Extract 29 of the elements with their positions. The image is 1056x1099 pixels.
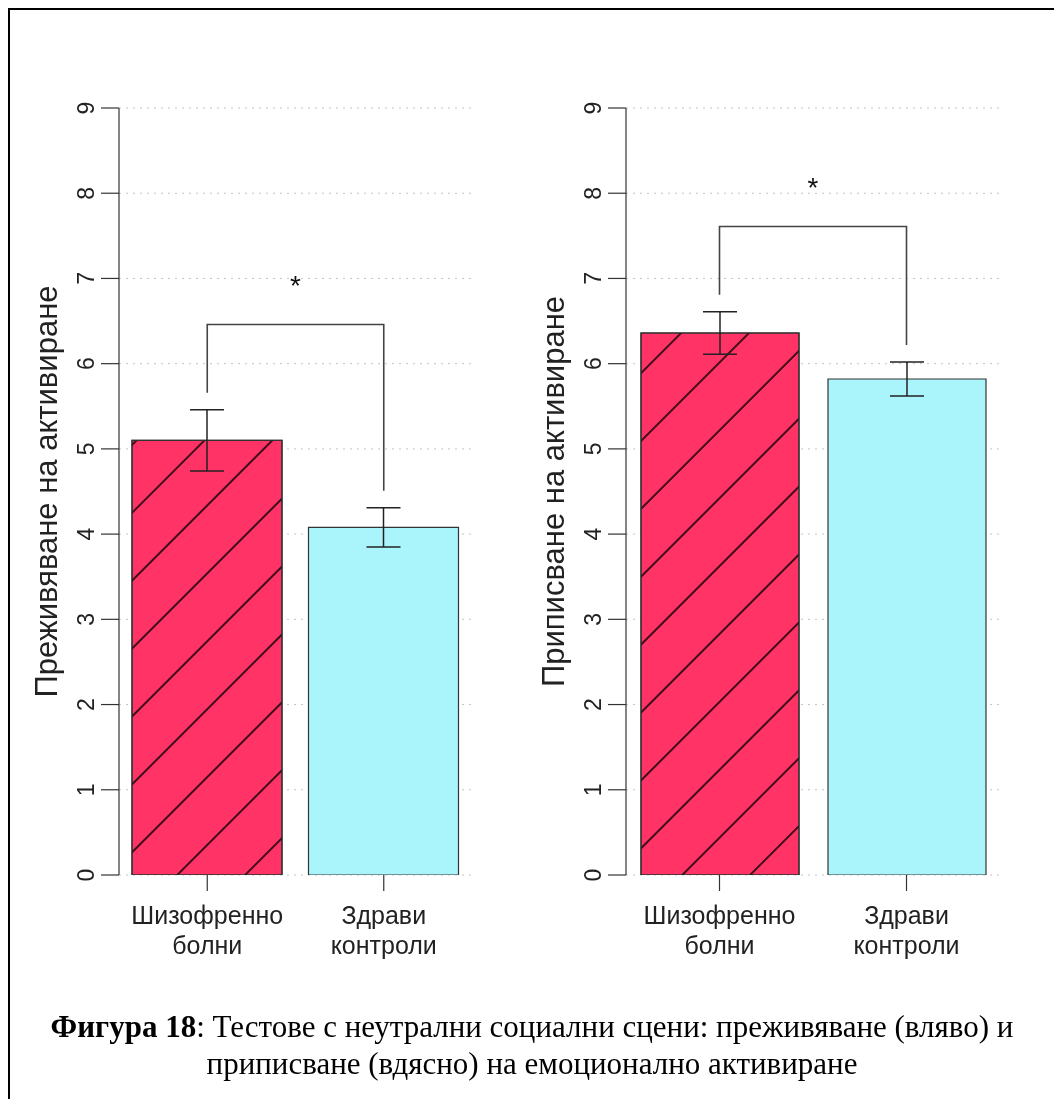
y-tick-label: 0 — [73, 868, 99, 882]
y-tick-label: 8 — [580, 186, 606, 200]
y-tick-label: 7 — [580, 272, 606, 285]
x-tick-label: Здрави контроли — [853, 901, 960, 959]
y-tick-label: 7 — [73, 272, 99, 285]
x-tick-label: Шизофренно болни — [643, 901, 796, 959]
y-axis-title: Преживяване на активиране — [28, 285, 64, 698]
y-tick-label: 5 — [73, 442, 99, 456]
x-tick-label: Здрави контроли — [330, 901, 437, 959]
y-tick-label: 4 — [73, 527, 99, 541]
annotation: * — [290, 270, 302, 302]
y-tick-label: 4 — [580, 527, 606, 541]
y-tick-label: 3 — [580, 612, 606, 626]
y-axis-title: Приписване на активиране — [535, 295, 571, 688]
text: Фигура 18: Тестове с неутрални социални сцени: преживяване (вляво) и приписване (вдясно) на емоционално активиране — [50, 1009, 1014, 1081]
y-tick-label: 5 — [580, 442, 606, 456]
y-tick-label: 6 — [73, 357, 99, 371]
y-tick-label: 6 — [580, 357, 606, 371]
y-tick-label: 3 — [73, 612, 99, 626]
y-tick-label: 1 — [73, 783, 99, 797]
y-tick-label: 8 — [73, 186, 99, 200]
y-tick-label: 0 — [580, 868, 606, 882]
x-tick-label: Шизофренно болни — [131, 901, 284, 959]
annotation: * — [807, 172, 819, 204]
y-tick-label: 9 — [580, 101, 606, 115]
y-tick-label: 9 — [73, 101, 99, 115]
y-tick-label: 2 — [580, 698, 606, 711]
y-tick-label: 1 — [580, 783, 606, 797]
y-tick-label: 2 — [73, 698, 99, 711]
